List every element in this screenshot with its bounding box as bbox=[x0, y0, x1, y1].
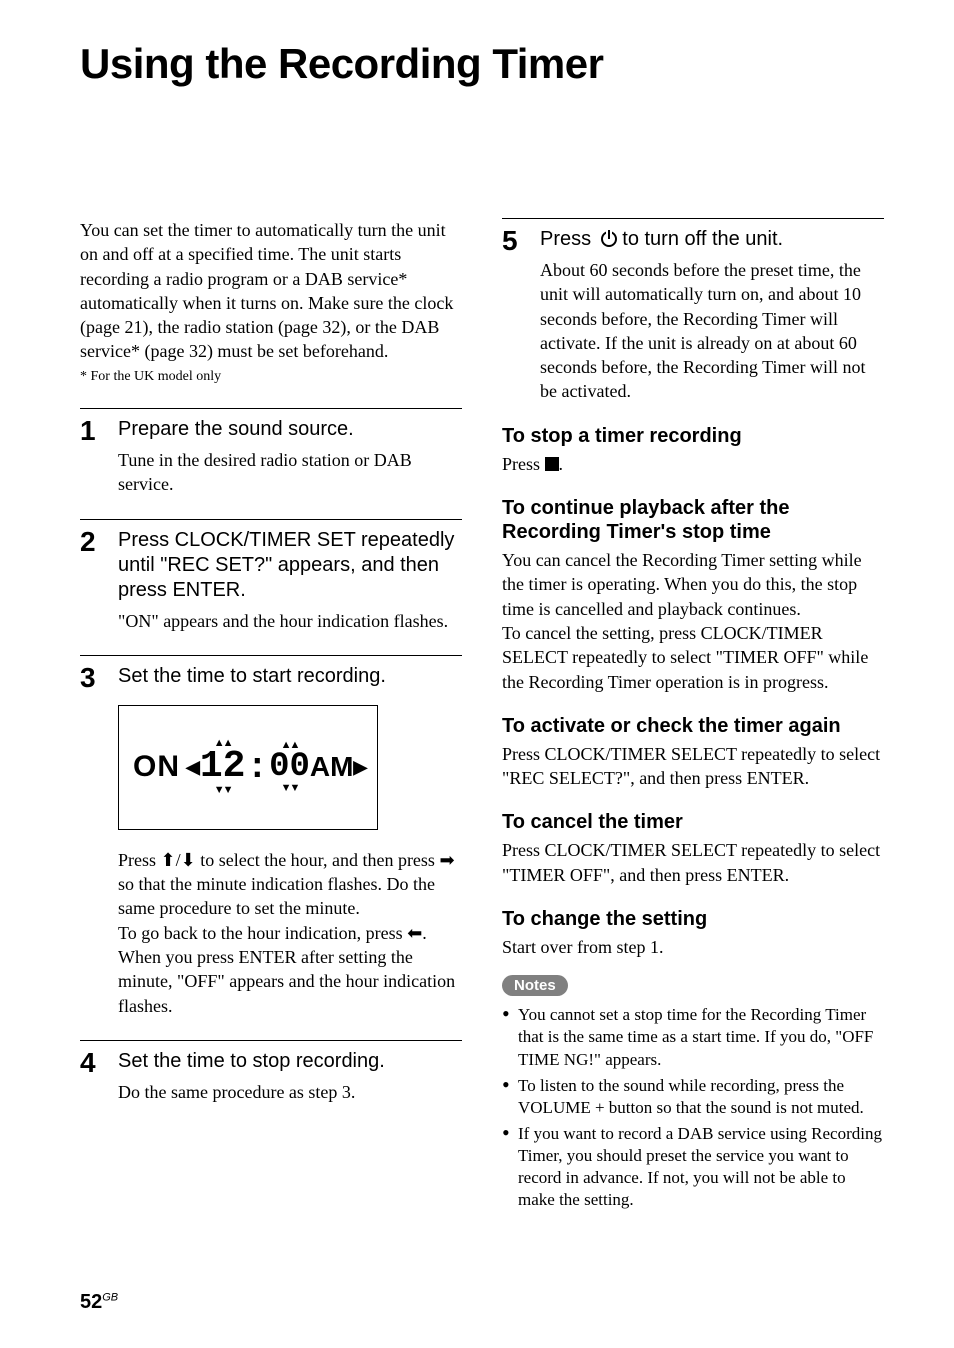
note-item: If you want to record a DAB service usin… bbox=[502, 1123, 884, 1211]
step5-head-pre: Press bbox=[540, 228, 597, 250]
lcd-colon: : bbox=[245, 747, 269, 788]
note-item: You cannot set a stop time for the Recor… bbox=[502, 1004, 884, 1070]
subsection-text: You can cancel the Recording Timer setti… bbox=[502, 548, 884, 694]
step-number: 4 bbox=[80, 1049, 100, 1104]
subsection-heading: To stop a timer recording bbox=[502, 424, 884, 448]
step-text: "ON" appears and the hour indication fla… bbox=[118, 609, 462, 633]
step-body: Press CLOCK/TIMER SET repeatedly until "… bbox=[118, 528, 462, 633]
step-number: 5 bbox=[502, 227, 522, 404]
step-body: Prepare the sound source. Tune in the de… bbox=[118, 417, 462, 497]
step5-head-post: to turn off the unit. bbox=[617, 228, 783, 250]
stop-text-post: . bbox=[559, 454, 564, 474]
power-icon bbox=[601, 231, 617, 247]
lcd-minute-group: ▲▲ 00 ▼▼ bbox=[269, 741, 310, 794]
step-body: Set the time to start recording. ON ◀ ▲▲… bbox=[118, 664, 462, 1018]
right-column: 5 Press to turn off the unit. About 60 s… bbox=[502, 218, 884, 1215]
arrow-left-icon: ⬅ bbox=[407, 923, 422, 943]
step-3: 3 Set the time to start recording. ON ◀ … bbox=[80, 655, 462, 1018]
intro-footnote: * For the UK model only bbox=[80, 368, 462, 386]
arrow-down-icon: ⬇ bbox=[181, 850, 196, 870]
triangle-down-icon: ▼▼ bbox=[214, 786, 232, 795]
step-heading: Press CLOCK/TIMER SET repeatedly until "… bbox=[118, 528, 462, 603]
step-number: 1 bbox=[80, 417, 100, 497]
subsection-text: Start over from step 1. bbox=[502, 935, 884, 959]
notes-list: You cannot set a stop time for the Recor… bbox=[502, 1004, 884, 1211]
triangle-right-icon: ▶ bbox=[353, 757, 367, 778]
left-column: You can set the timer to automatically t… bbox=[80, 218, 462, 1215]
page-title: Using the Recording Timer bbox=[80, 40, 884, 88]
lcd-label-on: ON bbox=[133, 750, 180, 784]
lcd-minute: 00 bbox=[269, 750, 310, 784]
page: Using the Recording Timer You can set th… bbox=[0, 0, 954, 1348]
two-column-layout: You can set the timer to automatically t… bbox=[80, 218, 884, 1215]
step-5: 5 Press to turn off the unit. About 60 s… bbox=[502, 218, 884, 404]
step-2: 2 Press CLOCK/TIMER SET repeatedly until… bbox=[80, 519, 462, 633]
step-text: Do the same procedure as step 3. bbox=[118, 1080, 462, 1104]
step-text: Tune in the desired radio station or DAB… bbox=[118, 448, 462, 497]
step-heading: Press to turn off the unit. bbox=[540, 227, 884, 252]
step-heading: Prepare the sound source. bbox=[118, 417, 462, 442]
lcd-display: ON ◀ ▲▲ 12 ▼▼ : bbox=[118, 705, 378, 830]
step-body: Set the time to stop recording. Do the s… bbox=[118, 1049, 462, 1104]
subsection-heading: To activate or check the timer again bbox=[502, 714, 884, 738]
step-number: 3 bbox=[80, 664, 100, 1018]
subsection-heading: To change the setting bbox=[502, 907, 884, 931]
arrow-right-icon: ➡ bbox=[439, 850, 454, 870]
stop-text-pre: Press bbox=[502, 454, 545, 474]
arrow-up-icon: ⬆ bbox=[161, 850, 176, 870]
notes-label: Notes bbox=[502, 975, 568, 996]
subsection-text: Press CLOCK/TIMER SELECT repeatedly to s… bbox=[502, 838, 884, 887]
step-number: 2 bbox=[80, 528, 100, 633]
step-heading: Set the time to stop recording. bbox=[118, 1049, 462, 1074]
page-number-suffix: GB bbox=[102, 1291, 118, 1303]
triangle-down-icon: ▼▼ bbox=[281, 784, 299, 793]
stop-icon bbox=[545, 457, 559, 471]
step-text: Press ⬆/⬇ to select the hour, and then p… bbox=[118, 848, 462, 1018]
subsection-text: Press CLOCK/TIMER SELECT repeatedly to s… bbox=[502, 742, 884, 791]
step-heading: Set the time to start recording. bbox=[118, 664, 462, 689]
lcd-time: ◀ ▲▲ 12 ▼▼ : ▲▲ bbox=[186, 739, 367, 796]
subsection-heading: To continue playback after the Recording… bbox=[502, 496, 884, 544]
lcd-ampm: AM bbox=[310, 751, 354, 783]
subsection-heading: To cancel the timer bbox=[502, 810, 884, 834]
step-1: 1 Prepare the sound source. Tune in the … bbox=[80, 408, 462, 497]
note-item: To listen to the sound while recording, … bbox=[502, 1075, 884, 1119]
subsection-text: Press . bbox=[502, 452, 884, 476]
lcd-hour: 12 bbox=[200, 748, 246, 786]
lcd-hour-group: ▲▲ 12 ▼▼ bbox=[200, 739, 246, 796]
intro-paragraph: You can set the timer to automatically t… bbox=[80, 218, 462, 364]
triangle-left-icon: ◀ bbox=[186, 757, 200, 778]
page-number-value: 52 bbox=[80, 1291, 102, 1313]
step-body: Press to turn off the unit. About 60 sec… bbox=[540, 227, 884, 404]
page-number: 52GB bbox=[80, 1291, 118, 1314]
lcd-digit: ▲▲ 12 ▼▼ bbox=[200, 739, 246, 796]
step-4: 4 Set the time to stop recording. Do the… bbox=[80, 1040, 462, 1104]
step-text: About 60 seconds before the preset time,… bbox=[540, 258, 884, 404]
lcd-digit: ▲▲ 00 ▼▼ bbox=[269, 741, 310, 794]
